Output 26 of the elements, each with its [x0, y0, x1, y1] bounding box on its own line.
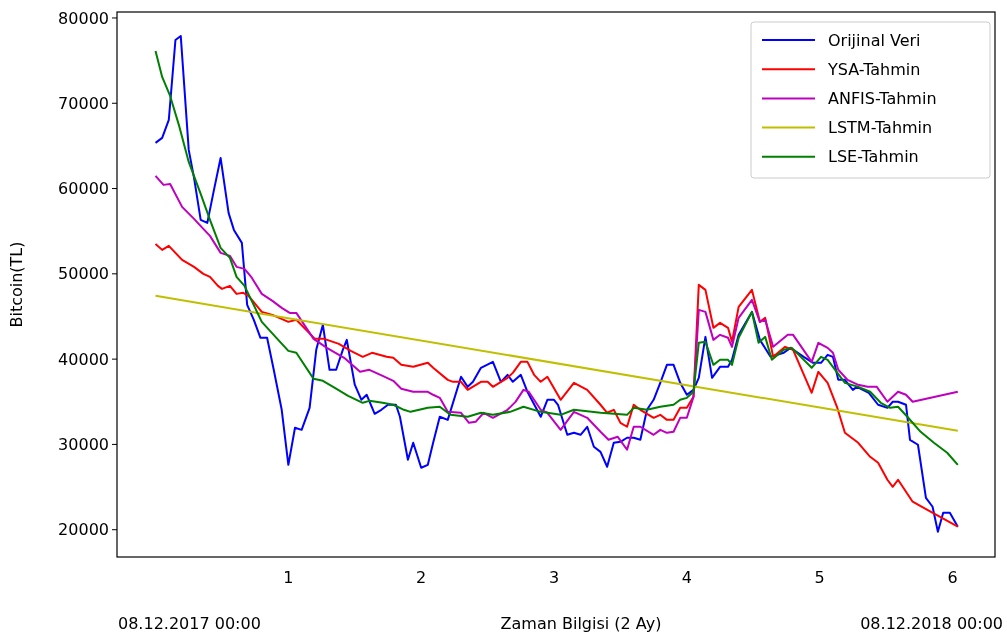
text: 08.12.2018 00:00: [860, 614, 1003, 633]
legend-label: LSTM-Tahmin: [828, 118, 933, 138]
y-tick-label: 30000: [58, 435, 109, 455]
text: 08.12.2017 00:00: [118, 614, 261, 633]
x-tick-label: 4: [681, 568, 692, 587]
legend-label: LSE-Tahmin: [828, 147, 919, 167]
x-tick-label: 3: [548, 568, 560, 587]
y-tick-label: 20000: [58, 520, 109, 540]
legend-label: Orijinal Veri: [828, 30, 921, 50]
x-axis-title: Zaman Bilgisi (2 Ay): [500, 614, 662, 633]
line-series: [154, 242, 959, 528]
line-series: [154, 174, 959, 451]
y-tick-label: 40000: [58, 349, 109, 369]
x-tick-label: 1: [283, 568, 294, 587]
y-tick-label: 80000: [58, 8, 109, 28]
x-tick-label: 2: [416, 568, 427, 587]
y-tick-label: 60000: [58, 179, 109, 199]
x-tick-label: 5: [814, 568, 825, 587]
x-tick-label: 6: [947, 568, 958, 587]
y-tick-label: 50000: [58, 264, 109, 284]
legend-label: ANFIS-Tahmin: [828, 89, 937, 108]
line-series: [154, 34, 959, 533]
legend-label: YSA-Tahmin: [827, 59, 921, 79]
y-axis-title: Bitcoin(TL): [7, 241, 26, 328]
line-series: [154, 49, 959, 466]
y-tick-label: 70000: [58, 93, 109, 113]
